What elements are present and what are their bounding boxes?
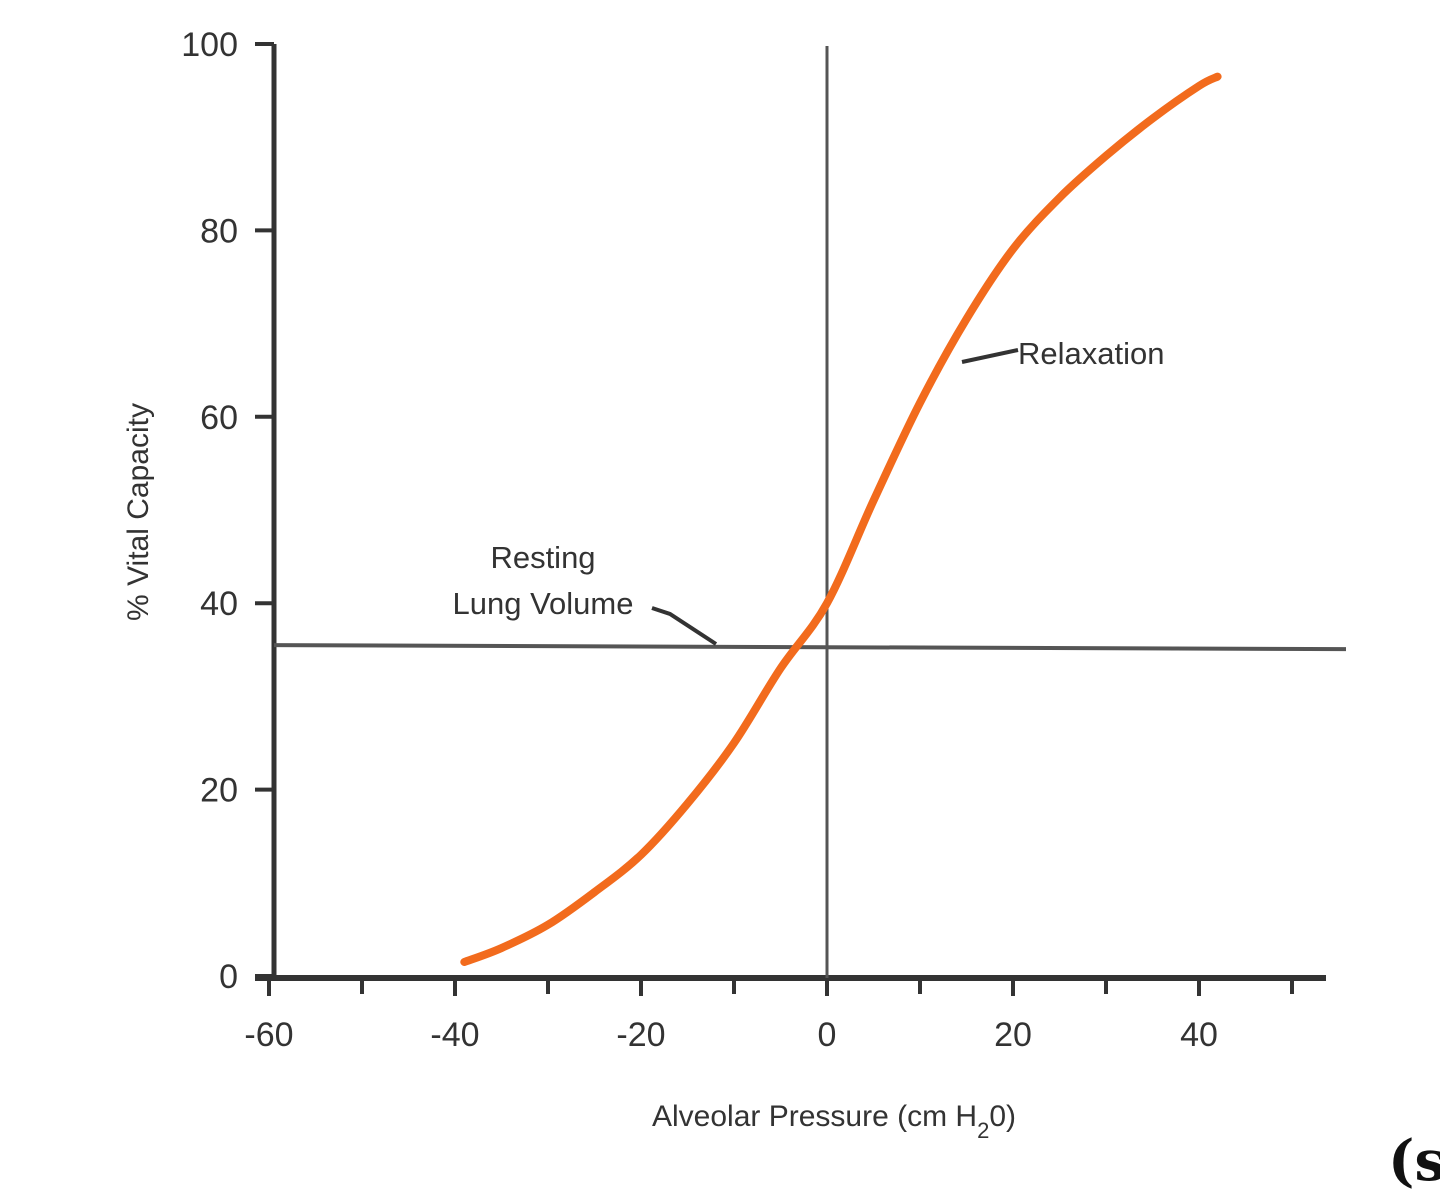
resting-lung-volume-line	[273, 643, 1347, 652]
x-tick-label: -20	[616, 1016, 665, 1054]
x-tick-label: -60	[244, 1016, 293, 1054]
y-tick-label: 80	[200, 212, 238, 250]
relaxation-label: Relaxation	[1018, 336, 1164, 371]
x-tick-label: 40	[1180, 1016, 1218, 1054]
x-axis-title: Alveolar Pressure (cm H20)	[652, 1100, 1016, 1143]
y-tick-label: 60	[200, 399, 238, 437]
x-tick-label: 20	[994, 1016, 1032, 1054]
x-tick-label: -40	[430, 1016, 479, 1054]
y-ticks: 0 20 40 60 80 100	[181, 26, 274, 996]
y-tick-label: 40	[200, 585, 238, 623]
resting-leader-line	[651, 606, 718, 646]
y-tick-label: 0	[219, 958, 238, 996]
y-tick-label: 100	[181, 26, 238, 64]
resting-label-line2: Lung Volume	[453, 586, 634, 621]
x-axis-title-subscript: 2	[977, 1118, 989, 1143]
relaxation-curve	[460, 72, 1222, 967]
resting-label-line1: Resting	[490, 540, 595, 575]
y-tick-label: 20	[200, 772, 238, 810]
x-axis-title-main: Alveolar Pressure (cm H	[652, 1100, 977, 1133]
corner-cropped-text: (s	[1388, 1128, 1440, 1192]
x-axis-title-end: 0)	[989, 1100, 1016, 1133]
x-tick-label: 0	[818, 1016, 837, 1054]
relaxation-leader-line	[961, 348, 1019, 364]
y-axis-title: % Vital Capacity	[122, 403, 155, 621]
x-ticks: -60 -40 -20 0 20 40	[244, 978, 1294, 1054]
